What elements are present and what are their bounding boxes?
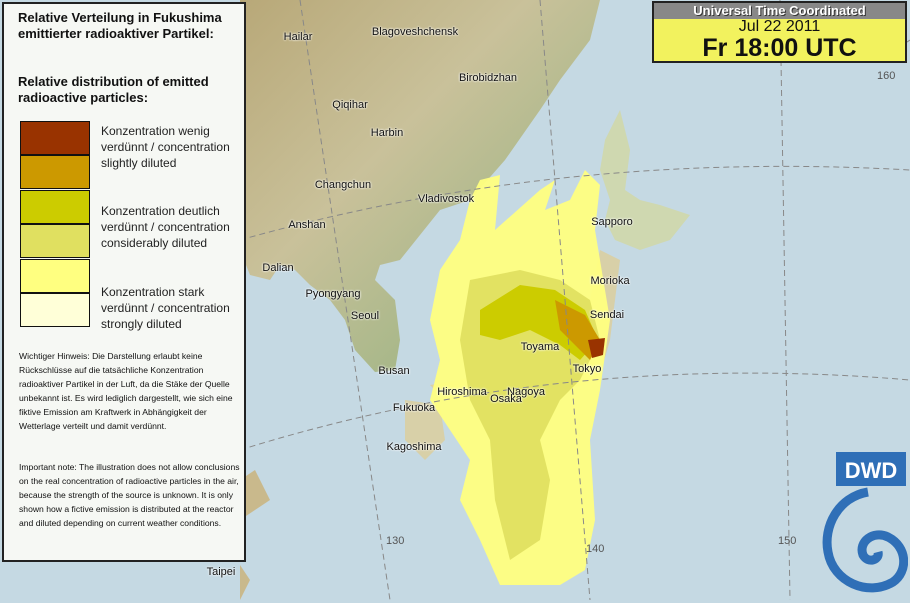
dwd-logo: DWD (818, 452, 909, 598)
legend-title-de: Relative Verteilung in Fukushima emittie… (18, 10, 222, 41)
city-label: Busan (378, 365, 410, 377)
city-label: Hiroshima (437, 386, 487, 398)
swatch-strongly-light (20, 293, 90, 327)
city-label: Taipei (206, 566, 236, 578)
note-de: Wichtiger Hinweis: Die Darstellung erlau… (19, 351, 233, 431)
city-label: Osaka (490, 393, 522, 405)
legend-panel: Relative Verteilung in Fukushima emittie… (2, 2, 246, 562)
mainland-asia (240, 0, 600, 372)
note-en: Important note: The illustration does no… (19, 462, 240, 528)
legend-title-en: Relative distribution of emitted radioac… (18, 74, 209, 105)
city-label: Morioka (590, 275, 630, 287)
legend-label-strongly: Konzentration stark verdünnt / concentra… (101, 285, 230, 331)
city-label: Sendai (589, 309, 625, 321)
city-label: Harbin (370, 127, 404, 139)
city-label: Nagoya (507, 386, 545, 398)
legend-label-slightly: Konzentration wenig verdünnt / concentra… (101, 124, 230, 170)
city-label: Vladivostok (417, 193, 475, 205)
city-label: Changchun (314, 179, 372, 191)
city-label: Seoul (350, 310, 380, 322)
graticule (239, 0, 910, 600)
lon-label: 150 (778, 535, 797, 547)
dispersion-plume (430, 170, 610, 585)
swatch-slightly-light (20, 155, 90, 189)
swatch-considerably-dark (20, 190, 90, 224)
city-label: Pyongyang (305, 288, 361, 300)
swatch-considerably-light (20, 224, 90, 258)
city-label: Blagoveshchensk (371, 26, 459, 38)
time-date: Jul 22 2011 (738, 18, 821, 35)
city-label: Birobidzhan (458, 72, 518, 84)
lon-label: 160 (877, 70, 896, 82)
city-label: Kagoshima (386, 441, 442, 453)
city-label: Tokyo (572, 363, 602, 375)
legend-label-considerably: Konzentration deutlich verdünnt / concen… (101, 204, 230, 250)
lon-label: 130 (386, 535, 405, 547)
city-label: Sapporo (591, 216, 633, 228)
swatch-slightly-dark (20, 121, 90, 155)
city-label: Toyama (520, 341, 560, 353)
kyushu (405, 400, 445, 460)
time-header: Universal Time Coordinated (654, 3, 905, 19)
lon-label: 140 (586, 543, 605, 555)
sakhalin-hokkaido (600, 110, 690, 250)
china-south (240, 470, 270, 600)
city-label: Hailar (283, 31, 313, 43)
city-label: Fukuoka (392, 402, 436, 414)
swatch-strongly-dark (20, 259, 90, 293)
svg-text:DWD: DWD (845, 458, 898, 483)
city-label: Dalian (262, 262, 294, 274)
time-value: Fr 18:00 UTC (702, 34, 857, 62)
city-label: Anshan (288, 219, 326, 231)
city-label: Qiqihar (332, 99, 368, 111)
time-box: Universal Time Coordinated Jul 22 2011 F… (652, 1, 907, 63)
